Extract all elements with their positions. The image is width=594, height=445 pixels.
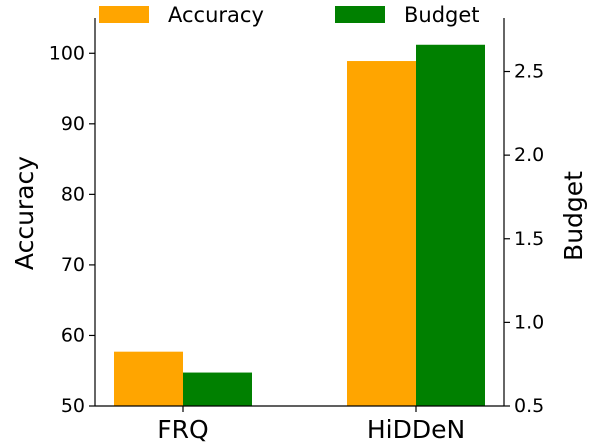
bar-budget-hidden [416, 44, 485, 407]
left-tick-label: 80 [61, 183, 85, 205]
bar-budget-frq [183, 372, 252, 406]
y-axis-title-left: Accuracy [10, 156, 39, 270]
left-tick-label: 50 [61, 395, 85, 417]
right-tick-label: 2.5 [514, 61, 544, 83]
left-tick-label: 90 [61, 113, 85, 135]
bar-accuracy-hidden [347, 61, 416, 407]
right-tick-label: 2.0 [514, 144, 544, 166]
left-tick-label: 70 [61, 254, 85, 276]
x-tick-label: HiDDeN [367, 415, 465, 444]
left-tick-label: 60 [61, 324, 85, 346]
axes [94, 18, 505, 407]
left-ticks: 50 60 70 80 90 100 [49, 42, 95, 417]
bars [114, 44, 485, 407]
right-ticks: 0.5 1.0 1.5 2.0 2.5 [504, 61, 544, 417]
y-axis-title-right: Budget [559, 171, 588, 261]
x-tick-label: FRQ [157, 415, 208, 444]
legend-swatch-accuracy [99, 6, 149, 23]
right-tick-label: 1.5 [514, 228, 544, 250]
right-tick-label: 0.5 [514, 395, 544, 417]
legend-swatch-budget [335, 6, 385, 23]
legend: Accuracy Budget [99, 3, 480, 27]
x-ticks: FRQ HiDDeN [157, 406, 465, 444]
legend-label-budget: Budget [404, 3, 480, 27]
bar-accuracy-frq [114, 351, 183, 406]
right-tick-label: 1.0 [514, 311, 544, 333]
legend-label-accuracy: Accuracy [168, 3, 264, 27]
left-tick-label: 100 [49, 42, 85, 64]
